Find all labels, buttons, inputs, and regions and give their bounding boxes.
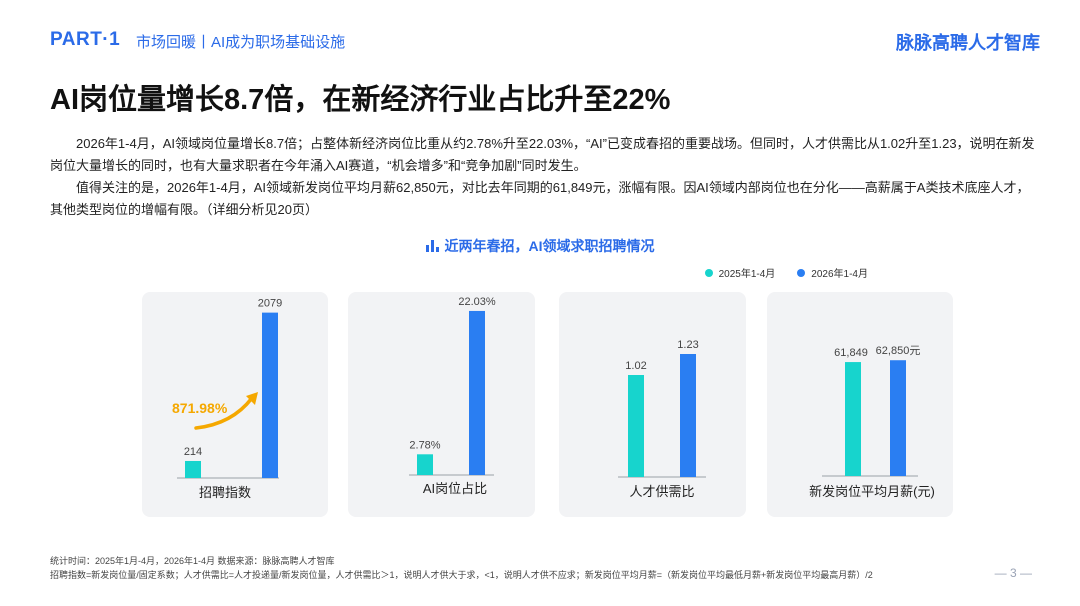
data-label: 1.23 <box>677 339 698 351</box>
bar-2026 <box>890 360 906 476</box>
data-label: 1.02 <box>625 360 646 372</box>
legend-swatch-2026 <box>797 268 806 277</box>
growth-arrow <box>194 396 254 430</box>
growth-annotation: 871.98% <box>172 400 228 416</box>
bar-2026 <box>680 354 696 477</box>
part-label: PART·1 <box>50 29 121 50</box>
chart-panel-1 <box>142 292 328 517</box>
paragraph-1: 2026年1-4月，AI领域岗位量增长8.7倍；占整体新经济岗位比重从约2.78… <box>50 136 1035 173</box>
section-subtitle: 市场回暖丨AI成为职场基础设施 <box>136 34 346 51</box>
page-number: — 3 — <box>994 566 1032 580</box>
legend-item-2025: 2025年1-4月 <box>704 265 776 280</box>
paragraph-2: 值得关注的是，2026年1-4月，AI领域新发岗位平均月薪62,850元，对比去… <box>50 180 1030 217</box>
chart-legend: 2025年1-4月 2026年1-4月 <box>704 265 868 280</box>
data-label: 61,849 <box>834 347 868 359</box>
legend-label-2026: 2026年1-4月 <box>811 269 868 280</box>
data-label: 214 <box>184 446 202 458</box>
body-text: 2026年1-4月，AI领域岗位量增长8.7倍；占整体新经济岗位比重从约2.78… <box>50 133 1040 221</box>
legend-item-2026: 2026年1-4月 <box>797 265 868 280</box>
bar-2026 <box>469 310 485 475</box>
brand-name: 脉脉高聘人才智库 <box>896 33 1040 53</box>
bar-2025 <box>185 460 201 478</box>
category-label: 新发岗位平均月薪(元) <box>809 484 935 499</box>
bar-2025 <box>845 362 861 476</box>
data-label: 22.03% <box>458 296 496 308</box>
data-label: 2079 <box>258 298 282 310</box>
data-label: 2.78% <box>409 439 440 451</box>
chart-panel-2 <box>348 292 535 517</box>
chart-panel-3 <box>559 292 746 517</box>
chart-title-text: 近两年春招，AI领域求职招聘情况 <box>444 238 655 254</box>
category-label: 人才供需比 <box>629 484 694 499</box>
legend-swatch-2025 <box>704 268 713 277</box>
bar-2025 <box>417 454 433 475</box>
data-label: 62,850元 <box>876 345 921 357</box>
bar-chart-icon <box>425 239 439 255</box>
category-label: AI岗位占比 <box>423 481 487 496</box>
page-title: AI岗位量增长8.7倍，在新经济行业占比升至22% <box>50 84 671 116</box>
category-label: 招聘指数 <box>199 485 251 500</box>
chart-title: 近两年春招，AI领域求职招聘情况 <box>0 236 1080 256</box>
footer-source: 统计时间：2025年1月-4月，2026年1-4月 数据来源：脉脉高聘人才智库 <box>50 556 335 566</box>
bar-2025 <box>628 375 644 477</box>
growth-arrow-head <box>246 392 258 405</box>
bar-2026 <box>262 312 278 478</box>
legend-label-2025: 2025年1-4月 <box>718 269 776 280</box>
footer-definitions: 招聘指数=新发岗位量/固定系数；人才供需比=人才投递量/新发岗位量，人才供需比＞… <box>50 570 873 580</box>
